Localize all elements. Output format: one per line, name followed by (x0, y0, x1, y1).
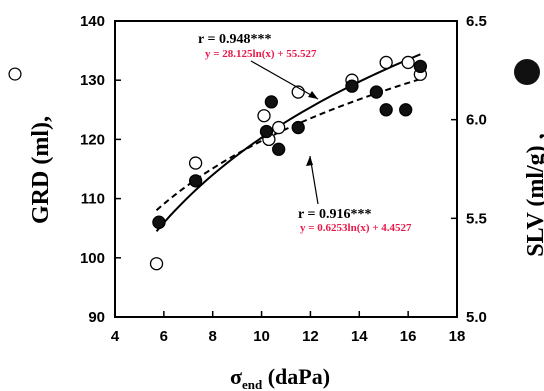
data-point-open (149, 257, 164, 271)
x-tick-label: 16 (400, 328, 417, 345)
y-right-tick-label: 5.0 (466, 309, 487, 326)
y-axis-right-title: SLV (ml/g) , (523, 133, 544, 256)
y-right-tick-label: 6.5 (466, 13, 487, 30)
y-right-tick-label: 5.5 (466, 210, 487, 227)
fit-1-r-label: r = 0.948*** (198, 32, 271, 47)
plot-frame (114, 20, 458, 318)
x-tick-label: 6 (160, 328, 168, 345)
x-tick-label: 4 (111, 328, 120, 345)
data-point-filled (259, 124, 274, 139)
data-point-filled (345, 79, 359, 93)
y-axis-left-title: GRD (ml), (28, 116, 54, 224)
fit-2-equation: y = 0.6253ln(x) + 4.4527 (300, 222, 412, 234)
data-point-filled (379, 103, 393, 117)
fit-2-r-label: r = 0.916*** (298, 207, 371, 222)
data-point-open (379, 55, 393, 70)
y-right-tick-label: 6.0 (466, 112, 487, 129)
x-tick-label: 18 (449, 328, 466, 345)
data-point-open (257, 109, 271, 123)
right-axis-marker-legend (514, 59, 540, 85)
y-left-tick-label: 120 (80, 131, 105, 148)
x-tick-label: 8 (209, 328, 217, 345)
data-point-filled (399, 103, 413, 117)
x-axis-title: σend (daPa) (230, 364, 330, 391)
x-tick-label: 12 (302, 328, 319, 345)
data-point-open (401, 55, 415, 70)
fit-1-leader-line (250, 60, 319, 100)
x-axis-title-subscript: end (242, 377, 263, 391)
data-point-filled (413, 59, 428, 74)
x-axis-title-unit: (daPa) (262, 364, 330, 389)
y-left-tick-label: 110 (81, 191, 105, 208)
data-point-filled (291, 120, 305, 135)
y-left-tick-label: 90 (88, 309, 105, 326)
x-tick-label: 14 (351, 328, 368, 345)
y-left-tick-label: 140 (80, 13, 105, 30)
y-left-tick-label: 100 (80, 250, 105, 267)
data-point-filled (152, 215, 166, 229)
x-tick-label: 10 (253, 328, 270, 345)
data-point-filled (188, 174, 203, 188)
fit-2-leader-arrowhead (306, 156, 313, 166)
data-point-filled (264, 95, 278, 109)
fit-curve-solid (155, 53, 421, 232)
data-point-open (188, 156, 203, 170)
fit-1-equation: y = 28.125ln(x) + 55.527 (205, 48, 317, 60)
data-point-filled (369, 85, 384, 99)
fit-1-leader-arrowhead (308, 91, 318, 99)
data-point-filled (272, 142, 286, 156)
left-axis-marker-legend: ○ (0, 65, 31, 83)
x-axis-title-symbol: σ (230, 364, 242, 389)
y-left-tick-label: 130 (80, 72, 105, 89)
data-point-open (272, 120, 286, 135)
